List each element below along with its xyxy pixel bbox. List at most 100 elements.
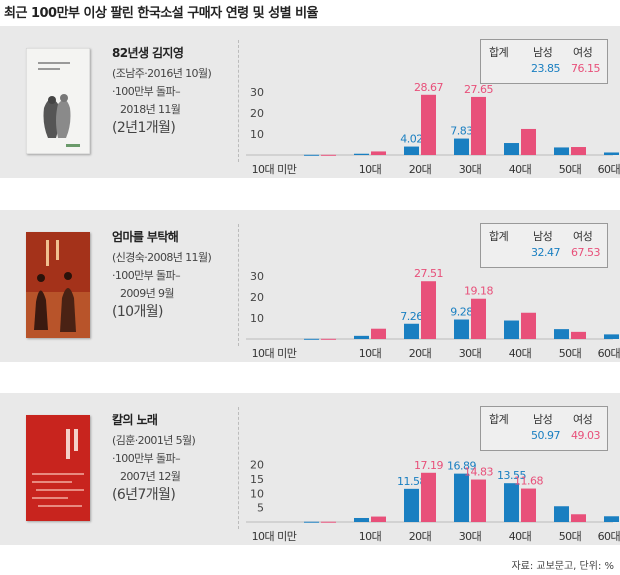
male-bar [604,516,619,522]
y-tick-label: 30 [250,86,264,99]
category-label: 10대 [359,530,382,543]
data-label: 11.68 [514,475,543,488]
category-label: 10대 미만 [252,347,297,360]
divider [238,40,239,162]
category-label: 60대 이상 [598,163,620,176]
data-label: 4.02 [400,133,423,146]
book-info-3: 칼의 노래 (김훈·2001년 5월) ·100만부 돌파– 2007년 12월… [112,411,230,504]
data-label: 28.67 [414,81,443,94]
category-label: 10대 [359,347,382,360]
book-cover-2 [26,232,90,338]
female-bar [521,488,536,522]
book-panel-1: 82년생 김지영 (조남주·2016년 10월) ·100만부 돌파– 2018… [0,26,620,178]
summary-box-1: 합계 남성 여성 23.85 76.15 [480,39,608,84]
source-note: 자료: 교보문고, 단위: % [511,561,614,572]
female-bar [471,479,486,522]
summary-total-label: 합계 [489,46,509,59]
book-milestone: ·100만부 돌파– [112,452,181,465]
category-label: 40대 [509,530,532,543]
data-label: 27.51 [414,267,443,280]
data-label: 19.18 [464,285,493,298]
summary-male-value: 32.47 [531,246,561,259]
summary-female-value: 49.03 [571,429,601,442]
female-bar [471,96,486,155]
book-milestone-date: 2018년 11월 [120,103,181,116]
summary-box-3: 합계 남성 여성 50.97 49.03 [480,406,608,451]
data-label: 9.28 [450,306,473,319]
book-author: (조남주·2016년 10월) [112,67,212,80]
summary-male-value: 23.85 [531,62,561,75]
book-info-1: 82년생 김지영 (조남주·2016년 10월) ·100만부 돌파– 2018… [112,44,230,137]
male-bar [404,488,419,522]
category-label: 30대 [459,530,482,543]
summary-female-value: 67.53 [571,246,601,259]
male-bar [504,483,519,522]
summary-box-2: 합계 남성 여성 32.47 67.53 [480,223,608,268]
y-tick-label: 5 [257,502,264,515]
male-bar [354,335,369,339]
category-label: 20대 [409,530,432,543]
summary-male-label: 남성 [533,230,553,243]
female-bar [521,128,536,155]
male-bar [354,153,369,155]
male-bar [454,319,469,339]
book-span: (10개월) [112,304,164,320]
female-bar [471,298,486,339]
category-label: 40대 [509,347,532,360]
category-label: 60대 이상 [598,347,620,360]
female-bar [571,514,586,522]
male-bar [554,147,569,155]
summary-male-label: 남성 [533,46,553,59]
book-panel-3: 칼의 노래 (김훈·2001년 5월) ·100만부 돌파– 2007년 12월… [0,393,620,545]
book-milestone-date: 2007년 12월 [120,470,181,483]
summary-total-label: 합계 [489,413,509,426]
category-label: 50대 [559,163,582,176]
male-bar [504,320,519,339]
male-bar [354,517,369,522]
female-bar [321,154,336,156]
male-bar [304,521,319,523]
y-tick-label: 10 [250,487,264,500]
y-tick-label: 20 [250,459,264,472]
female-bar [571,331,586,339]
female-bar [371,516,386,522]
female-bar [421,472,436,522]
male-bar [604,334,619,339]
data-label: 17.19 [414,459,443,472]
female-bar [321,338,336,340]
data-label: 27.65 [464,83,493,96]
book-span: (6년7개월) [112,487,176,503]
y-tick-label: 15 [250,473,264,486]
category-label: 20대 [409,163,432,176]
book-milestone-date: 2009년 9월 [120,287,175,300]
y-tick-label: 10 [250,312,264,325]
divider [238,407,239,529]
data-label: 7.83 [450,125,473,138]
category-label: 30대 [459,347,482,360]
book-milestone: ·100만부 돌파– [112,85,181,98]
main-title: 최근 100만부 이상 팔린 한국소설 구매자 연령 및 성별 비율 [4,6,319,21]
summary-male-value: 50.97 [531,429,561,442]
male-bar [604,152,619,155]
category-label: 10대 미만 [252,530,297,543]
male-bar [454,138,469,155]
book-milestone: ·100만부 돌파– [112,269,181,282]
data-label: 7.26 [400,310,423,323]
book-title: 엄마를 부탁해 [112,230,179,244]
book-cover-1 [26,48,90,154]
category-label: 50대 [559,347,582,360]
male-bar [554,329,569,339]
summary-male-label: 남성 [533,413,553,426]
female-bar [421,281,436,339]
category-label: 10대 [359,163,382,176]
category-label: 30대 [459,163,482,176]
summary-female-label: 여성 [573,46,593,59]
data-label: 11.58 [397,475,426,488]
data-label: 13.55 [497,469,526,482]
female-bar [321,521,336,523]
male-bar [304,154,319,156]
female-bar [571,147,586,155]
female-bar [421,94,436,155]
book-title: 82년생 김지영 [112,46,184,60]
